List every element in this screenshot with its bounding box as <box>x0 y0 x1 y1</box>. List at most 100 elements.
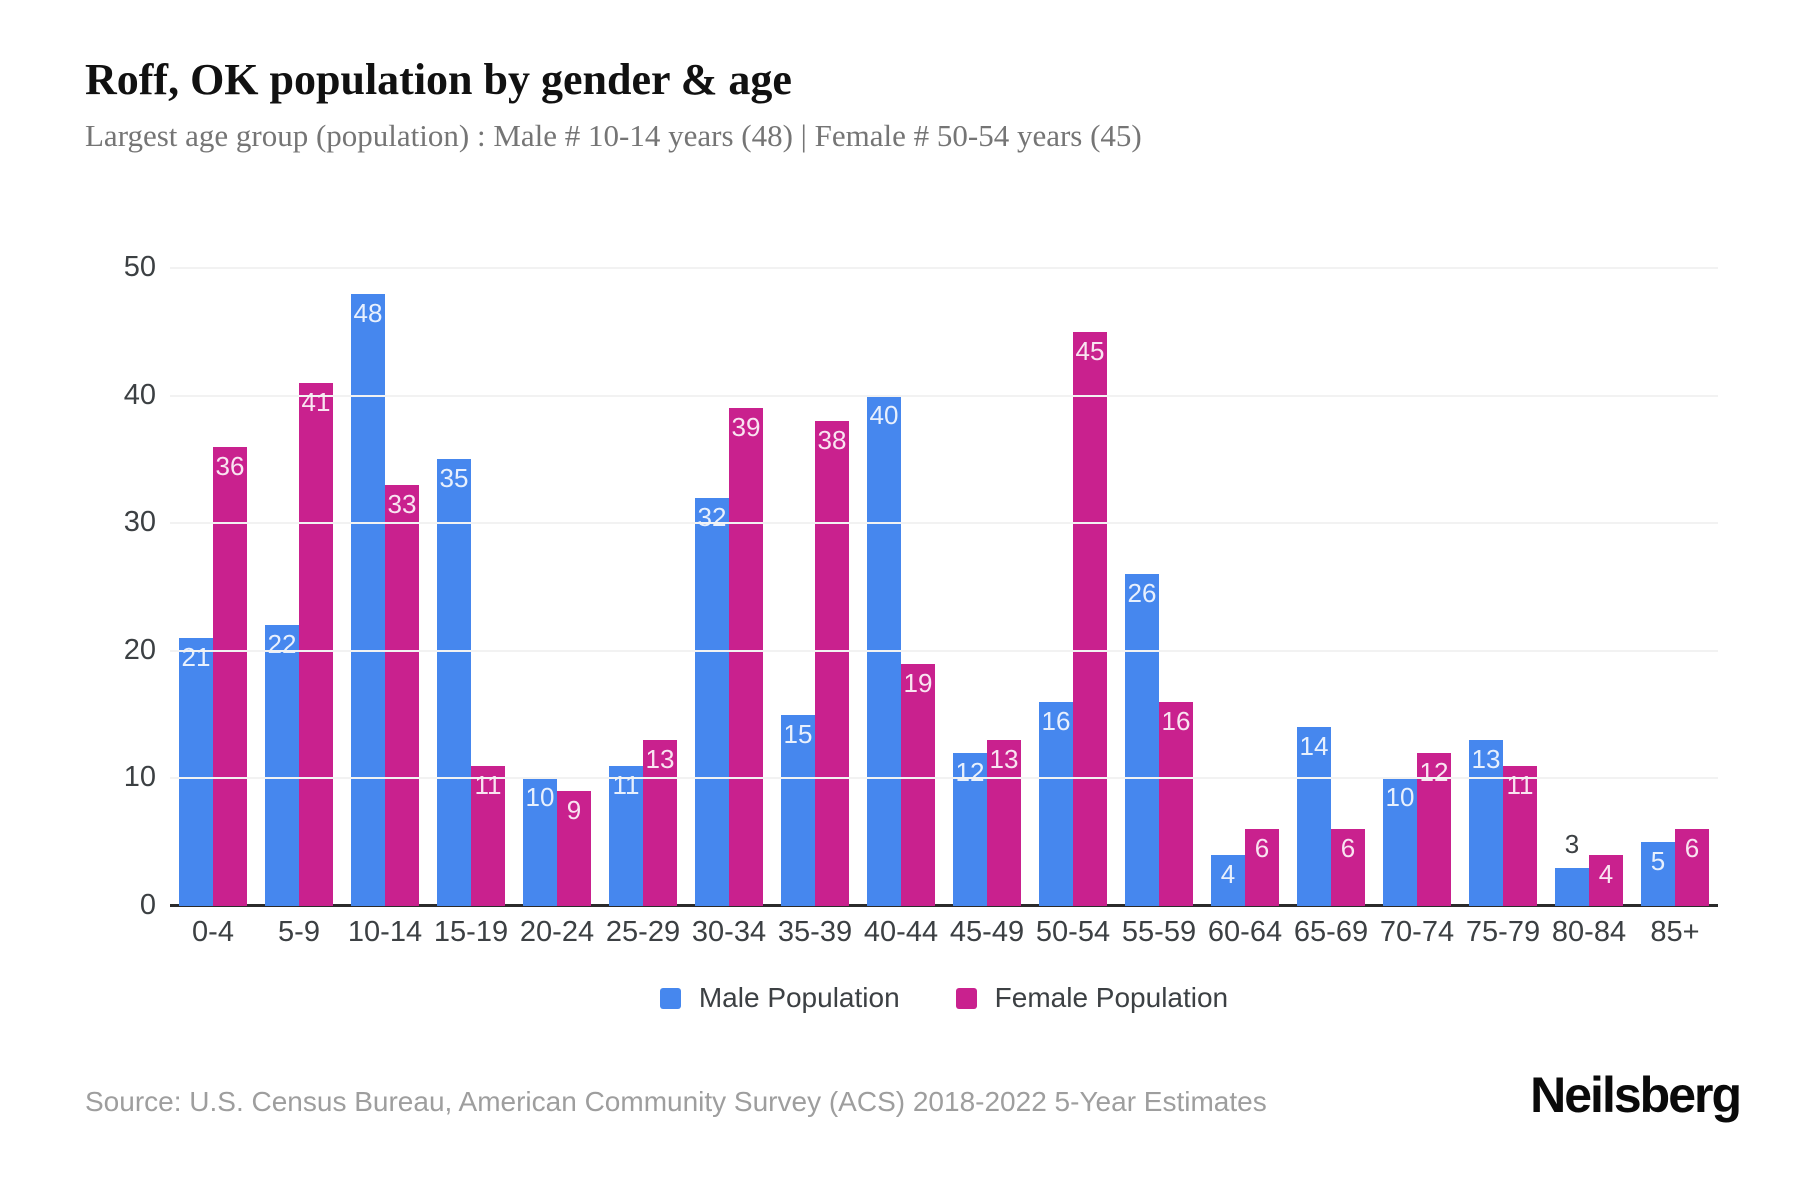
legend-label-female: Female Population <box>994 982 1229 1013</box>
bar-value-label: 3 <box>1564 828 1580 859</box>
bar-value-label: 35 <box>439 463 469 494</box>
bar-value-label: 6 <box>1684 833 1700 864</box>
bar-value-label: 39 <box>731 412 761 443</box>
bar-female-75-79: 11 <box>1503 765 1537 906</box>
neilsberg-logo: Neilsberg <box>1530 1067 1742 1123</box>
gridline-30 <box>170 522 1718 525</box>
bar-male-0-4: 21 <box>179 638 213 906</box>
bar-male-50-54: 16 <box>1039 701 1073 906</box>
bar-groups: 21 36 22 41 48 33 35 11 10 9 11 13 32 39 15 38 40 19 12 13 1… <box>170 268 1718 906</box>
bar-female-20-24: 9 <box>557 791 591 906</box>
x-tick-label-75-79: 75-79 <box>1465 916 1541 948</box>
bar-female-25-29: 13 <box>643 740 677 906</box>
y-tick-label-40: 40 <box>123 378 156 411</box>
gridline-50 <box>170 267 1718 269</box>
x-tick-label-0-4: 0-4 <box>192 916 234 948</box>
x-tick-label-80-84: 80-84 <box>1551 916 1627 948</box>
female-legend-swatch-icon <box>955 987 977 1009</box>
x-tick-label-35-39: 35-39 <box>777 916 853 948</box>
bar-male-15-19: 35 <box>437 459 471 906</box>
x-tick-label-85+: 85+ <box>1650 916 1700 948</box>
bar-male-20-24: 10 <box>523 778 557 906</box>
bar-male-30-34: 32 <box>695 497 729 906</box>
bar-male-75-79: 13 <box>1469 740 1503 906</box>
bar-male-10-14: 48 <box>351 293 385 906</box>
legend-item-female: Female Population <box>955 982 1229 1014</box>
bar-value-label: 9 <box>566 795 582 826</box>
bar-value-label: 14 <box>1299 731 1329 762</box>
bar-value-label: 12 <box>955 756 985 787</box>
bar-value-label: 21 <box>181 642 211 673</box>
male-legend-swatch-icon <box>659 987 681 1009</box>
bar-value-label: 41 <box>301 386 331 417</box>
gridline-10 <box>170 777 1718 780</box>
bar-female-60-64: 6 <box>1245 829 1279 906</box>
bar-female-70-74: 12 <box>1417 752 1451 906</box>
bar-male-5-9: 22 <box>265 625 299 906</box>
page-subtitle: Largest age group (population) : Male # … <box>85 118 1142 153</box>
page-title: Roff, OK population by gender & age <box>85 55 792 104</box>
bar-value-label: 19 <box>903 667 933 698</box>
bar-value-label: 15 <box>783 718 813 749</box>
bar-value-label: 6 <box>1340 833 1356 864</box>
x-tick-label-40-44: 40-44 <box>863 916 939 948</box>
bar-group-65-69: 14 6 <box>1288 268 1374 906</box>
bar-value-label: 13 <box>989 744 1019 775</box>
x-tick-label-70-74: 70-74 <box>1379 916 1455 948</box>
x-tick-label-65-69: 65-69 <box>1293 916 1369 948</box>
bar-value-label: 11 <box>612 769 640 800</box>
bar-value-label: 10 <box>1385 782 1415 813</box>
bar-female-55-59: 16 <box>1159 701 1193 906</box>
bar-group-75-79: 13 11 <box>1460 268 1546 906</box>
bar-male-65-69: 14 <box>1297 727 1331 906</box>
bar-value-label: 22 <box>267 629 297 660</box>
x-tick-label-30-34: 30-34 <box>691 916 767 948</box>
x-tick-label-25-29: 25-29 <box>605 916 681 948</box>
x-tick-label-10-14: 10-14 <box>347 916 423 948</box>
bar-female-0-4: 36 <box>213 446 247 906</box>
bar-value-label: 45 <box>1075 335 1105 366</box>
bar-male-45-49: 12 <box>953 752 987 906</box>
y-tick-label-10: 10 <box>123 761 156 794</box>
bar-female-30-34: 39 <box>729 408 763 906</box>
bar-group-25-29: 11 13 <box>600 268 686 906</box>
bar-female-80-84: 4 <box>1589 854 1623 906</box>
bar-group-45-49: 12 13 <box>944 268 1030 906</box>
bar-group-15-19: 35 11 <box>428 268 514 906</box>
legend-label-male: Male Population <box>698 982 900 1013</box>
y-tick-label-50: 50 <box>123 251 156 283</box>
bar-group-55-59: 26 16 <box>1116 268 1202 906</box>
bar-value-label: 36 <box>215 450 245 481</box>
bar-female-65-69: 6 <box>1331 829 1365 906</box>
gridline-20 <box>170 649 1718 652</box>
bar-value-label: 11 <box>1506 769 1534 800</box>
bar-group-40-44: 40 19 <box>858 268 944 906</box>
legend-item-male: Male Population <box>659 982 900 1014</box>
bar-value-label: 48 <box>353 297 383 328</box>
bar-group-10-14: 48 33 <box>342 268 428 906</box>
bar-female-5-9: 41 <box>299 382 333 906</box>
gridline-40 <box>170 394 1718 397</box>
bar-female-15-19: 11 <box>471 765 505 906</box>
bar-female-50-54: 45 <box>1073 331 1107 906</box>
bar-group-5-9: 22 41 <box>256 268 342 906</box>
bar-group-35-39: 15 38 <box>772 268 858 906</box>
x-tick-label-55-59: 55-59 <box>1121 916 1197 948</box>
source-attribution: Source: U.S. Census Bureau, American Com… <box>85 1086 1267 1117</box>
bar-male-60-64: 4 <box>1211 854 1245 906</box>
y-tick-label-20: 20 <box>123 633 156 666</box>
legend: Male Population Female Population <box>170 982 1718 1014</box>
bar-female-40-44: 19 <box>901 663 935 906</box>
bar-group-20-24: 10 9 <box>514 268 600 906</box>
bar-female-45-49: 13 <box>987 740 1021 906</box>
bar-value-label: 33 <box>387 488 417 519</box>
bar-value-label: 4 <box>1220 858 1236 889</box>
bar-male-80-84: 3 <box>1555 829 1589 906</box>
bar-group-0-4: 21 36 <box>170 268 256 906</box>
bar-female-35-39: 38 <box>815 421 849 906</box>
bar-value-label: 26 <box>1127 578 1157 609</box>
bar-value-label: 40 <box>869 399 899 430</box>
